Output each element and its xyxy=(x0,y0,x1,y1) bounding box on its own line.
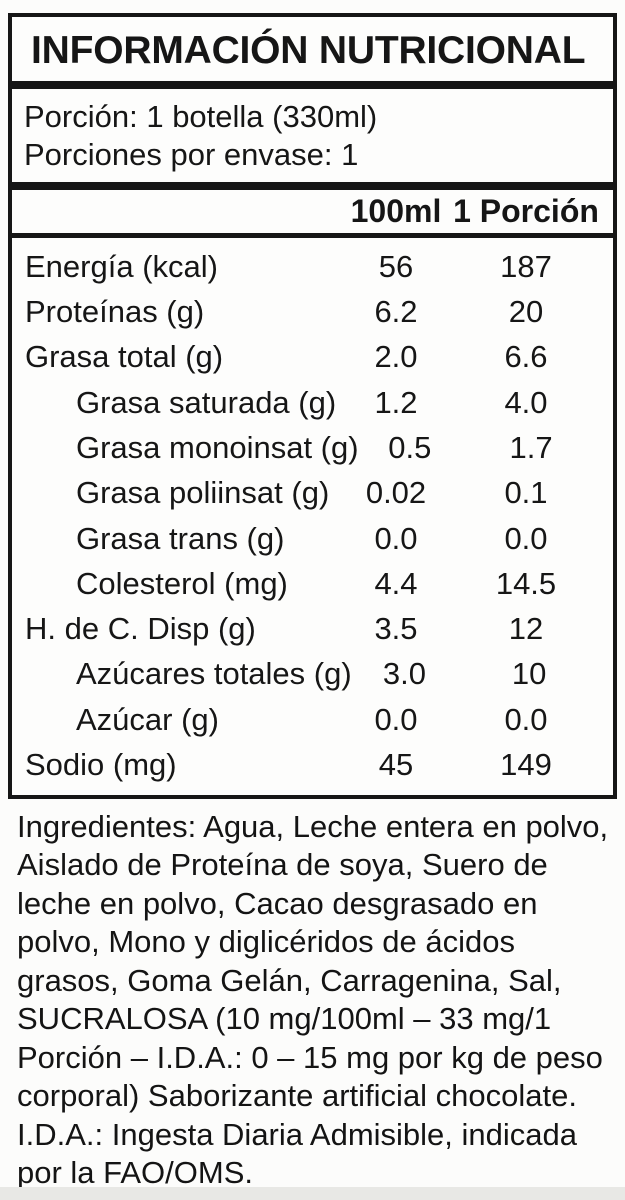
value-per-portion: 10 xyxy=(511,656,547,692)
nutrient-row: H. de C. Disp (g) 3.5 12 xyxy=(12,606,613,651)
nutrient-row: Grasa trans (g) 0.0 0.0 xyxy=(12,516,613,561)
nutrient-row: Azúcares totales (g) 3.0 10 xyxy=(12,652,613,697)
serving-info-section: Porción: 1 botella (330ml) Porciones por… xyxy=(12,89,613,191)
nutrient-label: Grasa total (g) xyxy=(25,339,224,375)
value-per-100ml: 2.0 xyxy=(374,339,418,375)
value-per-100ml: 1.2 xyxy=(374,384,418,420)
column-header-portion: 1 Porción xyxy=(453,193,599,230)
value-per-portion: 6.6 xyxy=(504,339,548,375)
nutrient-label: Proteínas (g) xyxy=(25,294,205,330)
value-per-portion: 0.0 xyxy=(504,701,548,737)
value-per-portion: 0.1 xyxy=(504,475,548,511)
value-per-portion: 20 xyxy=(508,294,544,330)
value-per-100ml: 0.0 xyxy=(374,520,418,556)
value-per-100ml: 0.02 xyxy=(365,475,427,511)
value-per-100ml: 3.5 xyxy=(374,611,418,647)
value-per-portion: 187 xyxy=(500,248,552,284)
value-per-portion: 1.7 xyxy=(509,429,553,465)
bottom-edge-strip xyxy=(0,1187,625,1200)
nutrient-row: Proteínas (g) 6.2 20 xyxy=(12,289,613,334)
value-per-100ml: 4.4 xyxy=(374,565,418,601)
value-per-100ml: 6.2 xyxy=(374,294,418,330)
nutrient-label: H. de C. Disp (g) xyxy=(25,611,256,647)
nutrient-row: Grasa saturada (g) 1.2 4.0 xyxy=(12,380,613,425)
serving-size-line: Porción: 1 botella (330ml) xyxy=(24,99,378,135)
nutrient-row: Grasa total (g) 2.0 6.6 xyxy=(12,335,613,380)
value-per-portion: 0.0 xyxy=(504,520,548,556)
value-per-100ml: 0.5 xyxy=(388,429,432,465)
nutrient-label: Grasa saturada (g) xyxy=(76,384,337,420)
nutrition-facts-panel: INFORMACIÓN NUTRICIONAL Porción: 1 botel… xyxy=(8,13,617,799)
nutrient-label: Azúcares totales (g) xyxy=(76,656,352,692)
nutrient-row: Sodio (mg) 45 149 xyxy=(12,742,613,787)
panel-title: INFORMACIÓN NUTRICIONAL xyxy=(31,29,586,72)
nutrient-label: Sodio (mg) xyxy=(25,747,177,783)
nutrient-label: Colesterol (mg) xyxy=(76,565,288,601)
ingredients-paragraph: Ingredientes: Agua, Leche entera en polv… xyxy=(8,808,617,1193)
value-per-100ml: 0.0 xyxy=(374,701,418,737)
value-per-portion: 14.5 xyxy=(495,565,557,601)
column-header-100ml: 100ml xyxy=(350,193,442,230)
value-per-100ml: 3.0 xyxy=(382,656,426,692)
nutrient-label: Grasa monoinsat (g) xyxy=(76,429,359,465)
nutrient-label: Grasa trans (g) xyxy=(76,520,285,556)
nutrient-label: Grasa poliinsat (g) xyxy=(76,475,330,511)
value-per-100ml: 56 xyxy=(378,248,414,284)
nutrient-label: Azúcar (g) xyxy=(76,701,219,737)
nutrient-row: Energía (kcal) 56 187 xyxy=(12,244,613,289)
nutrient-row: Grasa poliinsat (g) 0.02 0.1 xyxy=(12,471,613,516)
value-per-portion: 149 xyxy=(500,747,552,783)
value-per-portion: 4.0 xyxy=(504,384,548,420)
nutrient-row: Azúcar (g) 0.0 0.0 xyxy=(12,697,613,742)
nutrient-row: Grasa monoinsat (g) 0.5 1.7 xyxy=(12,425,613,470)
value-per-portion: 12 xyxy=(508,611,544,647)
column-header-row: 100ml 1 Porción xyxy=(12,190,613,239)
nutrient-rows: Energía (kcal) 56 187 Proteínas (g) 6.2 … xyxy=(12,238,613,795)
servings-per-container-line: Porciones por envase: 1 xyxy=(24,137,359,173)
nutrient-label: Energía (kcal) xyxy=(25,248,218,284)
nutrient-row: Colesterol (mg) 4.4 14.5 xyxy=(12,561,613,606)
value-per-100ml: 45 xyxy=(378,747,414,783)
panel-title-section: INFORMACIÓN NUTRICIONAL xyxy=(12,17,613,90)
ingredients-text: Ingredientes: Agua, Leche entera en polv… xyxy=(17,808,609,1191)
